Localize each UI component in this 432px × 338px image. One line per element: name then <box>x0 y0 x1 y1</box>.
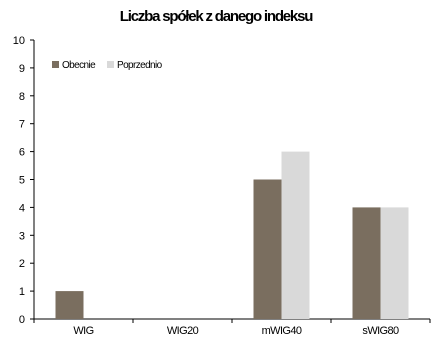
y-tick-label: 3 <box>19 230 25 242</box>
chart-title: Liczba spółek z danego indeksu <box>119 8 314 25</box>
legend-label: Poprzednio <box>117 60 163 71</box>
x-tick-label: WIG20 <box>167 325 199 337</box>
axes: 0 1 2 3 4 5 6 7 8 9 10 WIG WIG20 mWIG40 sWIG80 <box>13 35 431 337</box>
legend-swatch <box>107 61 114 68</box>
legend-label: Obecnie <box>62 60 96 71</box>
legend-swatch <box>52 61 59 68</box>
legend: Obecnie Poprzednio <box>52 60 163 71</box>
y-tick-label: 1 <box>19 286 25 298</box>
x-tick-label: mWIG40 <box>262 325 302 337</box>
y-tick-label: 2 <box>19 258 25 270</box>
bar-poprzednio-swig80 <box>380 207 409 319</box>
bar-obecnie-swig80 <box>352 207 381 319</box>
y-tick-label: 8 <box>19 91 25 103</box>
bar-poprzednio-mwig40 <box>281 151 310 319</box>
y-tick-label: 0 <box>19 314 25 326</box>
bars <box>55 151 409 319</box>
x-tick-label: sWIG80 <box>362 325 399 337</box>
y-tick-label: 5 <box>19 175 25 187</box>
y-tick-label: 4 <box>19 202 25 214</box>
y-tick-label: 10 <box>13 35 25 47</box>
bar-obecnie-mwig40 <box>253 179 282 319</box>
y-tick-label: 9 <box>19 63 25 75</box>
x-tick-label: WIG <box>73 325 93 337</box>
bar-obecnie-wig <box>55 291 84 319</box>
y-tick-label: 7 <box>19 119 25 131</box>
y-tick-label: 6 <box>19 147 25 159</box>
